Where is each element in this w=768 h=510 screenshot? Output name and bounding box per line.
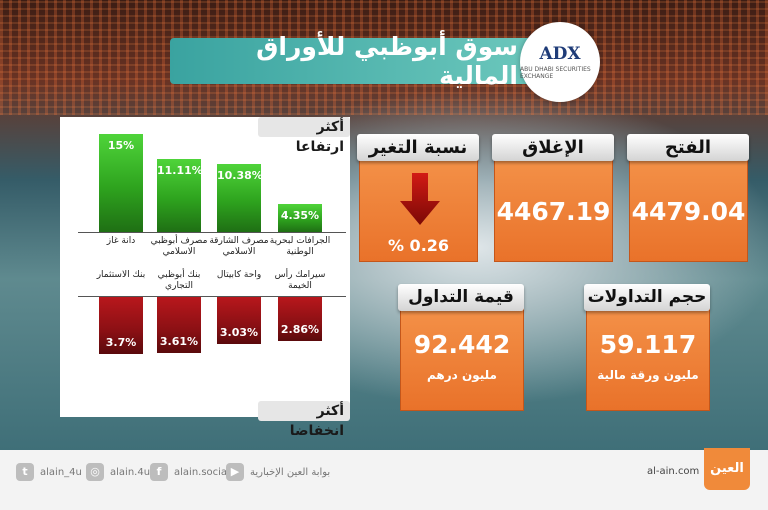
twitter-link[interactable]: t alain_4u [16,463,82,481]
site-url[interactable]: al-ain.com [647,466,700,477]
open-card: 4479.04 [629,150,748,262]
gainer-name: مصرف الشارقة الاسلامي [209,236,269,257]
page-title: سوق أبوظبي للأوراق المالية [170,32,532,90]
twitter-icon: t [16,463,34,481]
loser-pct: 2.86% [280,323,320,337]
volume-unit: مليون ورقة مالية [597,368,699,382]
loser-pct: 3.7% [105,336,137,349]
loser-name: سيرامك رأس الخيمة [274,270,326,291]
loser-name: واحة كابيتال [216,270,262,280]
gainer-pct: 4.35% [280,208,320,222]
turnover-card: 92.442 مليون درهم [400,299,524,411]
volume-value: 59.117 [599,330,697,359]
losers-heading: أكثر انخفاضا [258,401,350,439]
instagram-link[interactable]: ◎ alain.4u [86,463,150,481]
adx-logo: ADX ABU DHABI SECURITIES EXCHANGE [520,22,600,102]
gainer-name: مصرف أبوظبي الاسلامي [150,236,208,257]
gainer-name: دانة غاز [106,236,136,246]
loser-bar: 3.61% [157,297,201,353]
loser-bar: 3.7% [99,297,143,354]
turnover-value: 92.442 [413,330,511,359]
facebook-icon: f [150,463,168,481]
gainer-bar: 10.38% [217,164,263,232]
change-value: % 0.26 [387,236,450,255]
gainer-bar: 4.35% [278,203,322,232]
open-value: 4479.04 [631,197,746,226]
gainer-pct: 10.38% [217,169,263,183]
down-arrow-icon [400,173,440,225]
gainer-bar: 15% [99,134,143,232]
loser-pct: 3.03% [219,325,259,339]
turnover-label: قيمة التداول [398,284,524,311]
facebook-link[interactable]: f alain.social [150,463,230,481]
loser-name: بنك أبوظبي التجاري [157,270,201,291]
change-card: % 0.26 [359,150,478,262]
title-text: سوق أبوظبي للأوراق المالية [256,32,518,90]
facebook-handle: alain.social [174,466,230,478]
twitter-handle: alain_4u [40,466,82,478]
al-ain-logo: العين [704,448,750,490]
youtube-icon: ▶ [226,463,244,481]
gainer-name: الجرافات لبحرية الوطنية [269,236,331,257]
logo-sub: ABU DHABI SECURITIES EXCHANGE [520,66,591,80]
volume-card: 59.117 مليون ورقة مالية [586,299,710,411]
loser-bar: 3.03% [217,297,261,344]
instagram-icon: ◎ [86,463,104,481]
loser-bar: 2.86% [278,297,322,342]
youtube-link[interactable]: ▶ بوابة العين الإخبارية [226,463,330,481]
close-value: 4467.19 [496,197,611,226]
gainer-pct: 11.11% [157,164,203,178]
losers-axis [78,296,346,297]
loser-name: بنك الاستثمار [96,270,146,280]
open-label: الفتح [627,134,749,161]
loser-pct: 3.61% [159,334,199,348]
logo-mark: ADX [539,44,581,64]
gainer-bar: 11.11% [157,159,203,232]
close-label: الإغلاق [492,134,614,161]
footer [0,450,768,510]
instagram-handle: alain.4u [110,466,151,478]
gainers-axis [78,232,346,233]
close-card: 4467.19 [494,150,613,262]
youtube-handle: بوابة العين الإخبارية [250,466,331,478]
gainers-heading: أكثر ارتفاعا [258,117,350,155]
change-label: نسبة التغير [357,134,479,161]
volume-label: حجم التداولات [584,284,710,311]
gainer-pct: 15% [107,139,135,152]
turnover-unit: مليون درهم [427,368,497,382]
